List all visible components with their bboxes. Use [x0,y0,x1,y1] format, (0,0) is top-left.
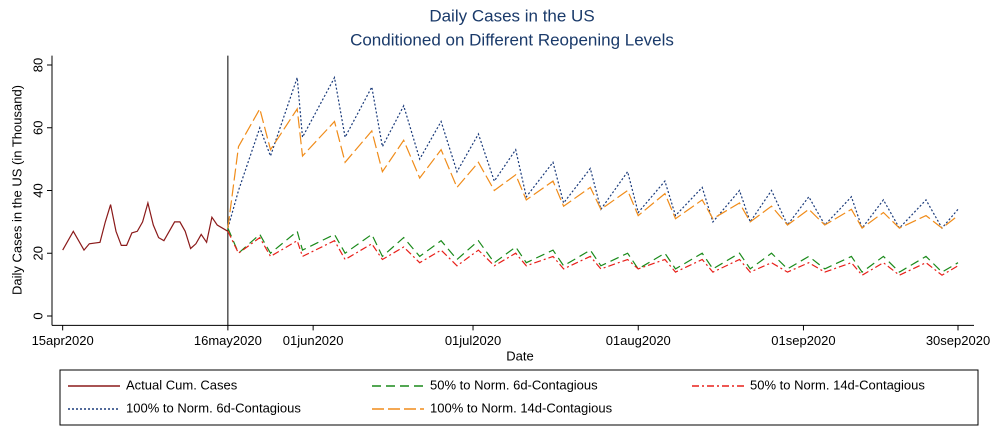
y-tick-label: 0 [30,312,45,319]
chart-title: Daily Cases in the US [429,6,594,25]
x-tick-label: 01jul2020 [445,333,501,348]
series-line [62,200,229,252]
x-tick-label: 15apr2020 [32,333,94,348]
x-tick-label: 16may2020 [194,333,262,348]
legend-box [59,369,979,426]
x-tick-label: 01jun2020 [283,333,344,348]
y-tick-label: 20 [30,246,45,260]
y-tick-label: 60 [30,121,45,135]
legend-label: Actual Cum. Cases [126,377,238,392]
legend-label: 50% to Norm. 6d-Contagious [430,377,598,392]
series-line [227,227,959,273]
y-tick-label: 40 [30,183,45,197]
legend-label: 100% to Norm. 6d-Contagious [126,400,301,415]
chart-subtitle: Conditioned on Different Reopening Level… [350,30,674,49]
series-line [227,231,959,276]
series-line [227,75,959,230]
legend-label: 50% to Norm. 14d-Contagious [750,377,925,392]
y-axis-label: Daily Cases in the US (in Thousand) [9,85,24,295]
x-tick-label: 01aug2020 [606,333,671,348]
series-line [227,107,959,229]
x-tick-label: 30sep2020 [926,333,990,348]
x-axis-label: Date [506,348,533,363]
x-tick-label: 01sep2020 [771,333,835,348]
legend-label: 100% to Norm. 14d-Contagious [430,400,613,415]
y-tick-label: 80 [30,58,45,72]
